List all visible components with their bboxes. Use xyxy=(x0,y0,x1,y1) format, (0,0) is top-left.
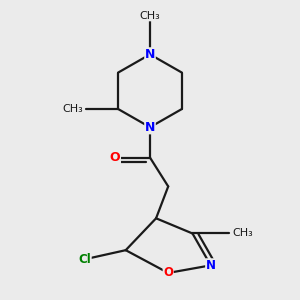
Text: N: N xyxy=(145,121,155,134)
Text: CH₃: CH₃ xyxy=(62,104,83,114)
Text: CH₃: CH₃ xyxy=(140,11,160,21)
Text: Cl: Cl xyxy=(78,253,91,266)
Text: N: N xyxy=(145,48,155,61)
Text: O: O xyxy=(163,266,173,279)
Text: CH₃: CH₃ xyxy=(232,229,253,238)
Text: O: O xyxy=(110,151,120,164)
Text: N: N xyxy=(206,259,216,272)
